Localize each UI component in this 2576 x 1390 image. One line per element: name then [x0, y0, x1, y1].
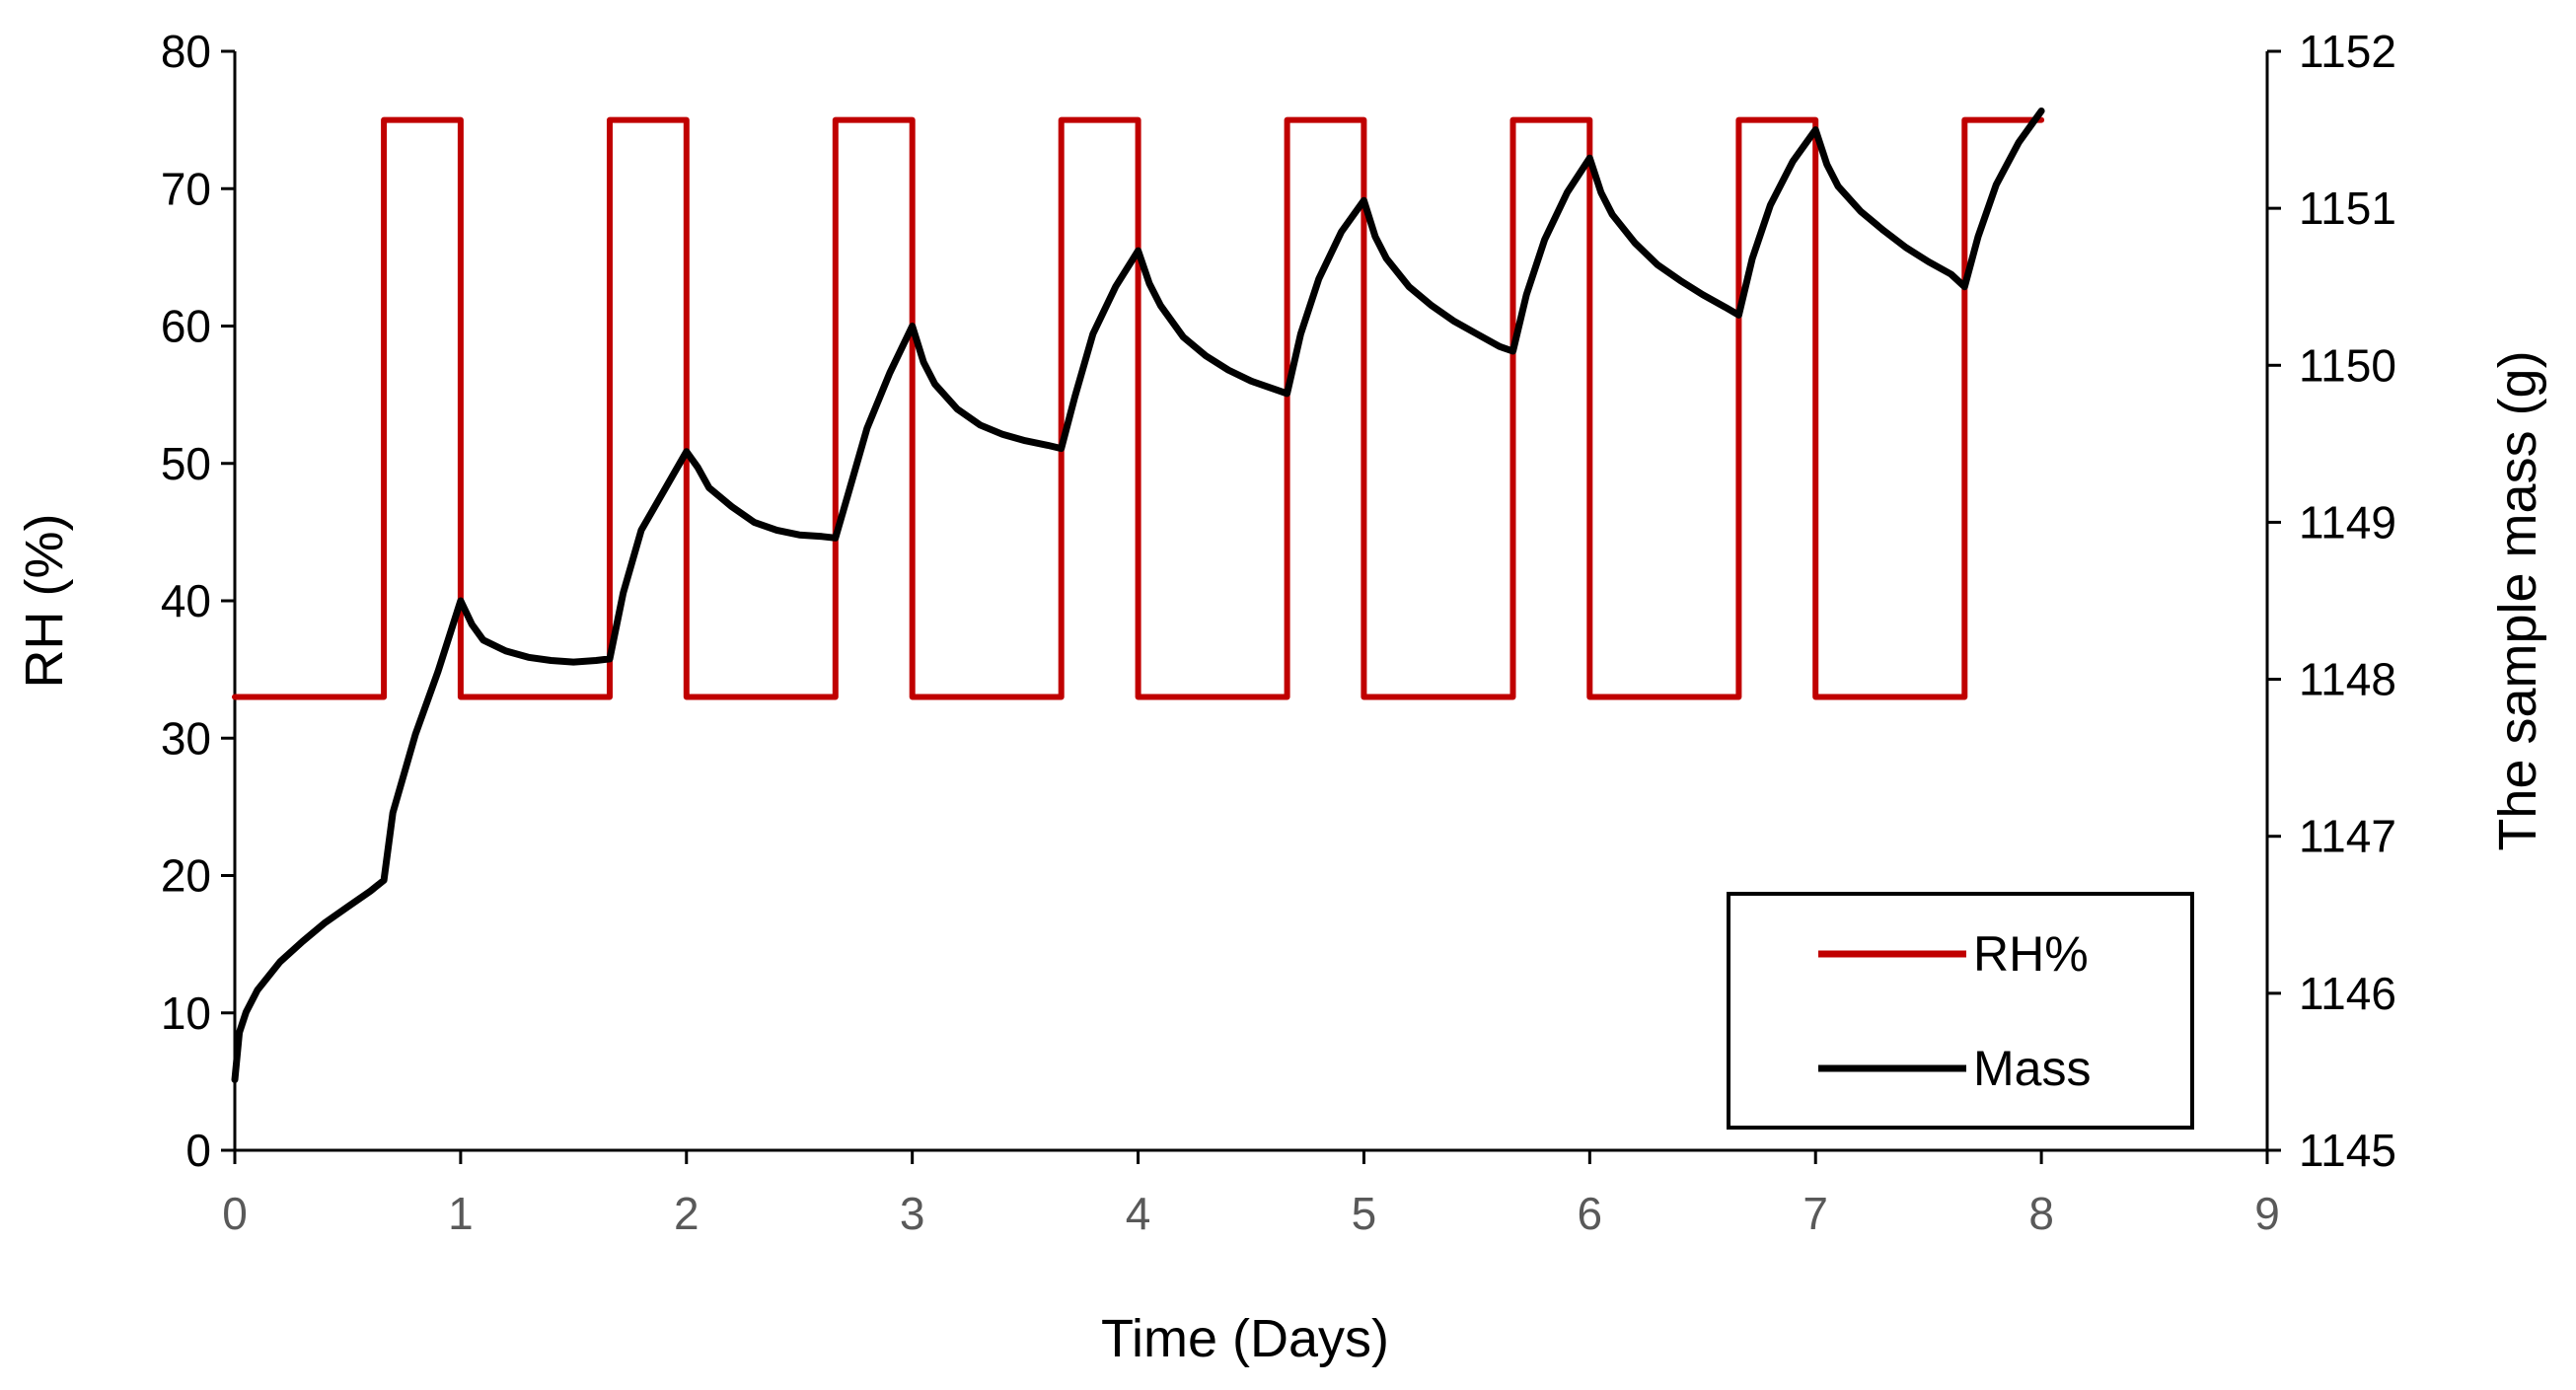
legend-label-mass: Mass [1973, 1041, 2091, 1096]
right-tick-label: 1147 [2299, 811, 2396, 862]
left-tick-label: 10 [161, 988, 211, 1039]
x-tick-label: 2 [674, 1188, 699, 1239]
right-tick-label: 1148 [2299, 654, 2396, 705]
right-axis-title: The sample mass (g) [2488, 350, 2547, 850]
right-tick-label: 1152 [2299, 26, 2396, 77]
x-tick-label: 5 [1352, 1188, 1377, 1239]
left-tick-label: 50 [161, 438, 211, 489]
x-tick-label: 7 [1803, 1188, 1828, 1239]
x-tick-label: 1 [448, 1188, 474, 1239]
series-line-mass [231, 108, 2045, 1083]
left-tick-label: 60 [161, 301, 211, 352]
x-tick-label: 6 [1578, 1188, 1603, 1239]
right-tick-label: 1146 [2299, 968, 2396, 1019]
legend-box [1727, 892, 2194, 1130]
x-axis-ticks: 0 1 2 3 4 5 6 7 8 9 [222, 1150, 2280, 1239]
x-tick-label: 9 [2254, 1188, 2280, 1239]
left-tick-label: 80 [161, 26, 211, 77]
left-tick-label: 30 [161, 712, 211, 764]
right-tick-label: 1151 [2299, 183, 2396, 234]
x-tick-label: 4 [1126, 1188, 1151, 1239]
right-tick-label: 1150 [2299, 339, 2396, 391]
right-tick-label: 1149 [2299, 496, 2396, 548]
series-layer [231, 108, 2045, 1083]
left-axis-title: RH (%) [15, 514, 74, 689]
left-tick-label: 0 [185, 1125, 211, 1176]
left-tick-label: 70 [161, 163, 211, 214]
legend: RH% Mass [1727, 892, 2194, 1130]
x-axis-title: Time (Days) [1101, 1309, 1389, 1368]
right-tick-label: 1145 [2299, 1125, 2396, 1176]
series-line-rh [232, 116, 2045, 700]
x-tick-label: 0 [222, 1188, 248, 1239]
right-axis-ticks: 1145 1146 1147 1148 1149 1150 1151 1152 [2267, 26, 2396, 1176]
left-tick-label: 40 [161, 575, 211, 626]
left-tick-label: 20 [161, 850, 211, 902]
x-tick-label: 8 [2028, 1188, 2054, 1239]
left-axis-ticks: 0 10 20 30 40 50 60 70 80 [161, 26, 235, 1176]
x-tick-label: 3 [900, 1188, 925, 1239]
legend-label-rh: RH% [1973, 926, 2089, 982]
